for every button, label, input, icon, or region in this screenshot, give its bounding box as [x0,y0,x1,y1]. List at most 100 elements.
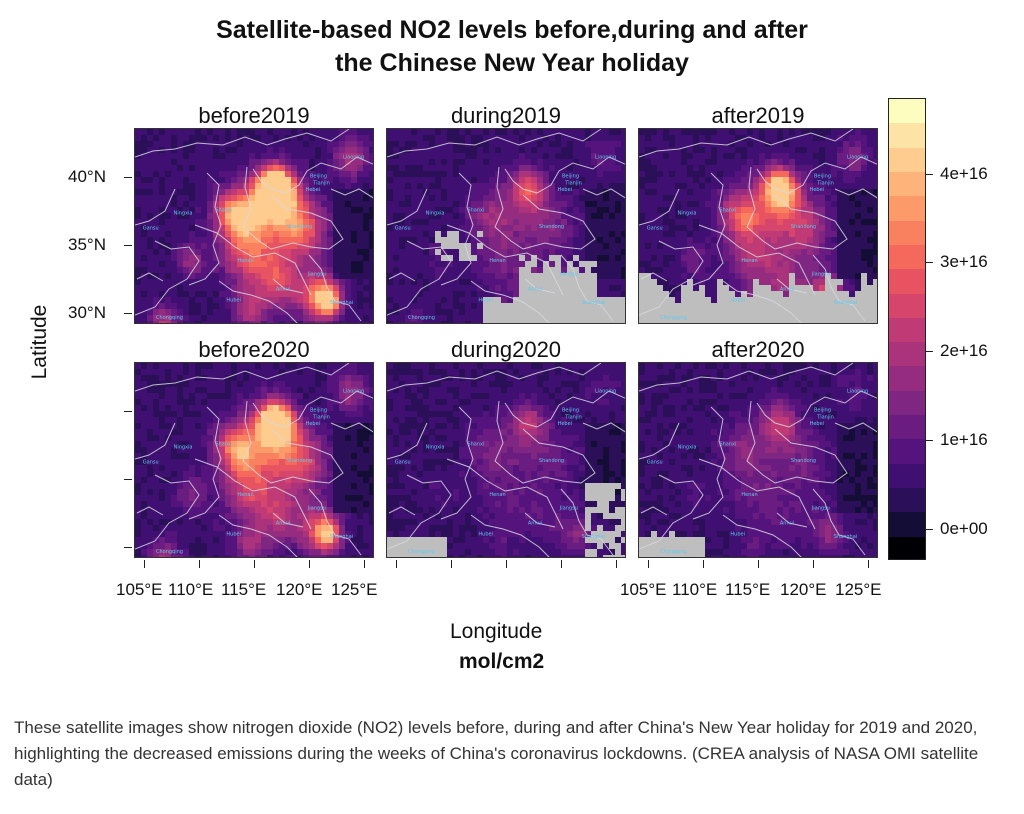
raster-cell [279,309,286,316]
raster-cell [207,129,214,136]
raster-cell [705,273,712,280]
raster-cell [789,321,796,323]
raster-cell [777,219,784,226]
raster-cell [165,207,172,214]
raster-cell [387,303,394,310]
raster-cell [147,501,154,508]
raster-cell [135,219,142,226]
raster-cell [405,147,412,154]
raster-cell [201,291,208,298]
raster-cell [543,309,550,316]
raster-cell [777,285,784,292]
raster-cell [465,321,472,323]
raster-cell [225,387,232,394]
raster-cell [201,243,208,250]
raster-cell [147,291,154,298]
raster-cell [399,261,406,268]
raster-cell [333,237,340,244]
raster-cell [147,207,154,214]
raster-cell [297,495,304,502]
raster-cell [369,285,373,292]
raster-cell [399,321,406,323]
raster-cell [675,195,682,202]
raster-cell [525,171,532,178]
raster-cell [357,405,364,412]
raster-cell [273,189,280,196]
raster-cell [687,297,694,304]
raster-cell [795,135,802,142]
raster-cell [681,255,688,262]
raster-cell [315,291,322,298]
raster-cell [147,153,154,160]
raster-cell [501,255,508,262]
raster-cell [351,195,358,202]
raster-cell [417,249,424,256]
raster-cell [507,279,514,286]
raster-cell [639,291,646,298]
raster-cell [303,399,310,406]
raster-cell [645,273,652,280]
raster-cell [267,273,274,280]
raster-cell [165,231,172,238]
raster-cell [273,423,280,430]
raster-cell [231,399,238,406]
raster-cell [285,315,292,322]
raster-cell [207,303,214,310]
province-label: Shanxi [467,208,484,214]
raster-cell [657,177,664,184]
raster-cell [861,237,868,244]
raster-cell [315,225,322,232]
raster-cell [141,231,148,238]
raster-cell [141,237,148,244]
raster-cell [153,405,160,412]
raster-cell [141,141,148,148]
raster-cell [285,363,292,370]
raster-cell [195,321,202,323]
raster-cell [609,279,616,286]
raster-cell [207,435,214,442]
raster-cell [435,141,442,148]
raster-cell [153,207,160,214]
raster-cell [207,321,214,323]
raster-cell [165,369,172,376]
raster-cell [681,189,688,196]
raster-cell [411,225,418,232]
raster-cell [687,195,694,202]
raster-cell [759,291,766,298]
raster-cell [135,129,142,136]
raster-cell [675,141,682,148]
raster-cell [411,315,418,322]
raster-cell [201,207,208,214]
raster-cell [525,309,532,316]
raster-cell [729,213,736,220]
raster-cell [153,429,160,436]
raster-cell [249,477,256,484]
raster-cell [153,201,160,208]
raster-cell [285,171,292,178]
raster-cell [147,159,154,166]
raster-cell [777,309,784,316]
raster-cell [801,231,808,238]
raster-cell [819,129,826,136]
raster-cell [363,225,370,232]
raster-cell [501,249,508,256]
raster-cell [291,285,298,292]
raster-cell [159,495,166,502]
raster-cell [549,177,556,184]
raster-cell [285,291,292,298]
raster-cell [237,471,244,478]
raster-cell [405,219,412,226]
raster-cell [687,273,694,280]
raster-cell [405,297,412,304]
raster-cell [285,255,292,262]
raster-cell [153,153,160,160]
raster-cell [501,279,508,286]
raster-cell [495,249,502,256]
raster-cell [369,201,373,208]
raster-cell [321,429,328,436]
raster-cell [279,195,286,202]
raster-cell [471,159,478,166]
raster-cell [393,249,400,256]
raster-cell [849,231,856,238]
raster-cell [705,309,712,316]
